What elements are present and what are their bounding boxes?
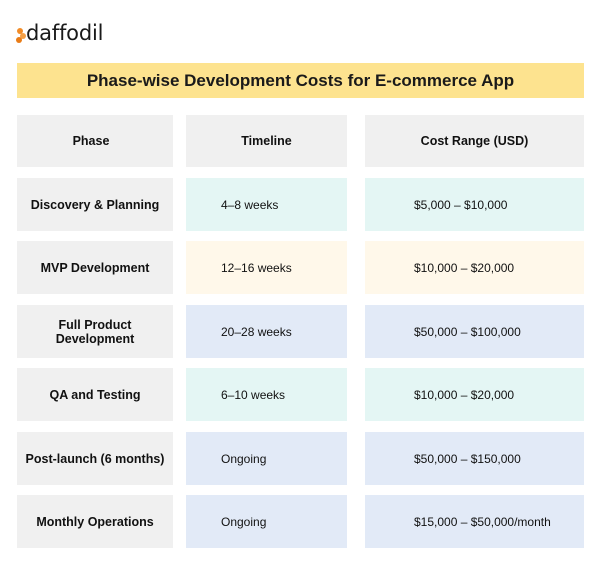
cost-cell: $5,000 – $10,000 xyxy=(365,178,584,231)
cost-cell: $50,000 – $100,000 xyxy=(365,305,584,358)
header-timeline: Timeline xyxy=(186,115,347,167)
page-title: Phase-wise Development Costs for E-comme… xyxy=(17,63,584,98)
cost-cell: $10,000 – $20,000 xyxy=(365,368,584,421)
daffodil-logo-icon xyxy=(16,22,26,44)
cost-cell: $15,000 – $50,000/month xyxy=(365,495,584,548)
phase-cell: Post-launch (6 months) xyxy=(17,432,173,485)
header-cost: Cost Range (USD) xyxy=(365,115,584,167)
logo-text: daffodil xyxy=(26,21,104,45)
timeline-cell: 20–28 weeks xyxy=(186,305,347,358)
cost-cell: $50,000 – $150,000 xyxy=(365,432,584,485)
phase-cell: Full Product Development xyxy=(17,305,173,358)
cost-cell: $10,000 – $20,000 xyxy=(365,241,584,294)
header-phase: Phase xyxy=(17,115,173,167)
timeline-cell: 12–16 weeks xyxy=(186,241,347,294)
phase-cell: Monthly Operations xyxy=(17,495,173,548)
phase-cell: MVP Development xyxy=(17,241,173,294)
phase-cell: Discovery & Planning xyxy=(17,178,173,231)
timeline-cell: 6–10 weeks xyxy=(186,368,347,421)
timeline-cell: Ongoing xyxy=(186,432,347,485)
brand-logo: daffodil xyxy=(16,20,103,46)
phase-cell: QA and Testing xyxy=(17,368,173,421)
timeline-cell: Ongoing xyxy=(186,495,347,548)
timeline-cell: 4–8 weeks xyxy=(186,178,347,231)
